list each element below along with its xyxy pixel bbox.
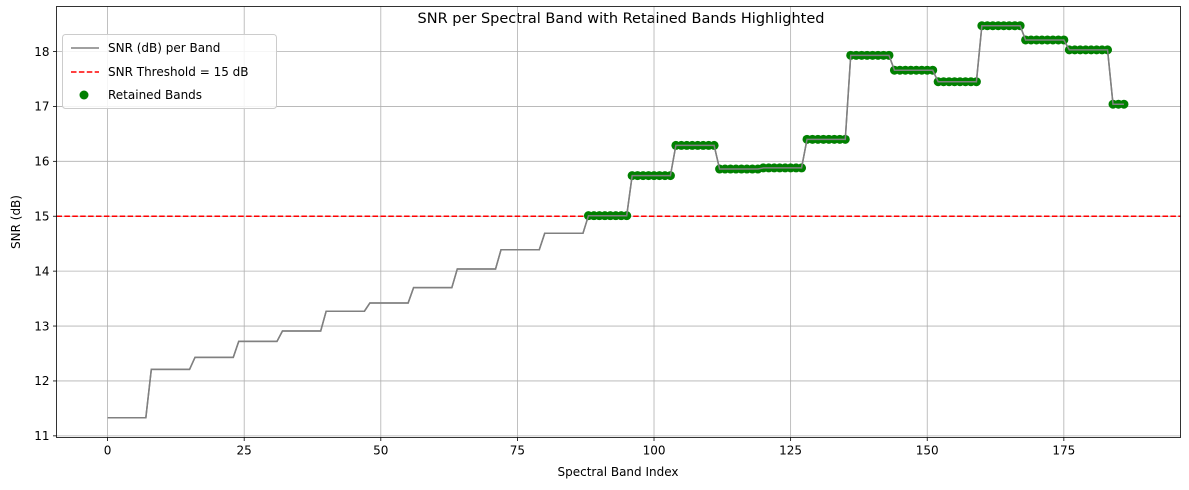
x-tick-label: 175 <box>1052 444 1075 458</box>
retained-points-group <box>107 21 1129 419</box>
y-tick-label: 14 <box>34 264 49 278</box>
legend-label-snr: SNR (dB) per Band <box>108 41 220 55</box>
x-tick-label: 50 <box>373 444 388 458</box>
y-tick-label: 18 <box>34 45 49 59</box>
y-tick-label: 11 <box>34 429 49 443</box>
y-tick-label: 17 <box>34 100 49 114</box>
legend-box <box>62 34 277 109</box>
legend-point-swatch <box>79 90 89 100</box>
x-tick-label: 125 <box>779 444 802 458</box>
y-tick-label: 16 <box>34 155 49 169</box>
chart-title: SNR per Spectral Band with Retained Band… <box>418 11 825 27</box>
snr-line-overlay <box>107 24 1124 419</box>
axis-ticks: 0 25 50 75 100 125 150 175 11 12 13 14 15 16 17 18 <box>34 45 1075 458</box>
x-tick-label: 0 <box>104 444 112 458</box>
legend: SNR (dB) per Band SNR Threshold = 15 dB … <box>62 34 277 109</box>
y-tick-label: 13 <box>34 319 49 333</box>
x-tick-label: 150 <box>916 444 939 458</box>
x-tick-label: 100 <box>643 444 666 458</box>
retained-band-point <box>1119 99 1129 109</box>
legend-label-retained: Retained Bands <box>108 88 202 102</box>
plot-frame <box>56 6 1181 438</box>
x-tick-label: 75 <box>510 444 525 458</box>
y-axis-label: SNR (dB) <box>9 195 23 249</box>
x-tick-label: 25 <box>237 444 252 458</box>
legend-label-threshold: SNR Threshold = 15 dB <box>108 65 249 79</box>
x-axis-label: Spectral Band Index <box>557 465 678 479</box>
y-tick-label: 12 <box>34 374 49 388</box>
y-tick-label: 15 <box>34 210 49 224</box>
